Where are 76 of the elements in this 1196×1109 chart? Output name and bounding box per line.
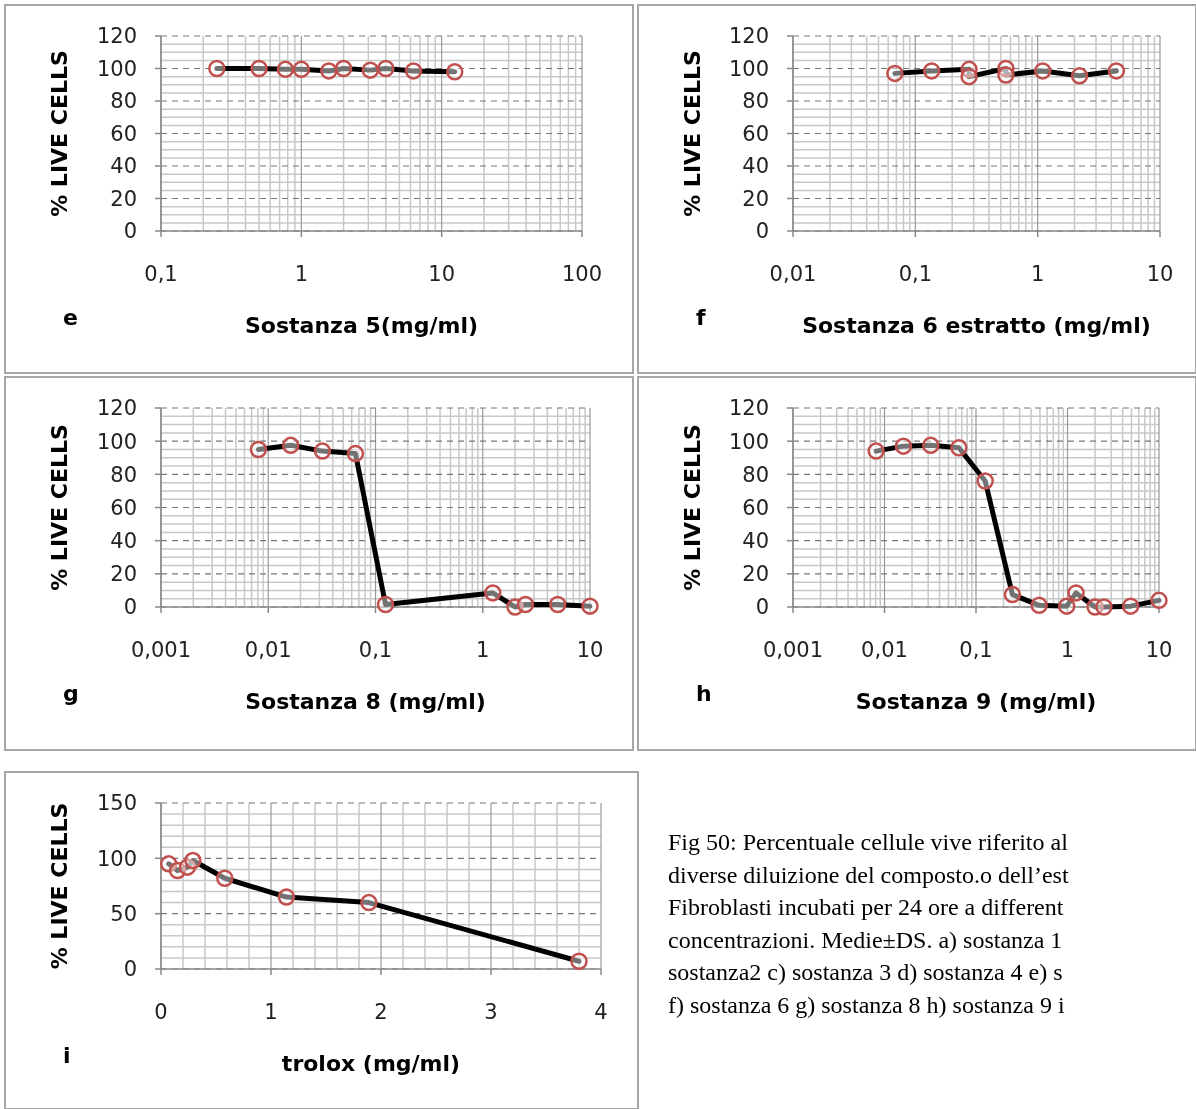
y-tick-label: 20 (110, 186, 137, 211)
y-tick-label: 20 (742, 186, 769, 211)
x-tick-label: 10 (576, 638, 604, 662)
y-tick-label: 100 (728, 56, 769, 81)
y-tick-label: 0 (123, 595, 137, 620)
y-tick-label: 100 (96, 56, 137, 81)
x-tick-label: 0 (154, 1000, 168, 1024)
text: diverse diluizione del composto.o dell’est (668, 861, 1069, 888)
x-tick-label: 0,001 (130, 638, 192, 662)
y-tick-label: 0 (123, 219, 137, 244)
x-tick-label: 0,1 (959, 638, 993, 662)
x-axis-title: Sostanza 6 estratto (mg/ml) (802, 313, 1151, 338)
x-tick-label: 0,001 (762, 638, 824, 662)
y-tick-label: 120 (96, 396, 137, 421)
x-tick-label: 100 (561, 262, 603, 286)
x-tick-label: 1 (476, 638, 490, 662)
x-tick-label: 0,1 (144, 262, 178, 286)
y-tick-label: 120 (728, 396, 769, 421)
x-axis-title: Sostanza 9 (mg/ml) (855, 689, 1097, 714)
x-tick-label: 1 (1060, 638, 1075, 662)
y-tick-label: 100 (728, 429, 769, 454)
y-tick-label: 120 (96, 24, 137, 49)
x-tick-label: 10 (428, 262, 456, 286)
y-tick-label: 40 (110, 529, 137, 554)
text: Fibroblasti incubati per 24 ore a different (668, 894, 1064, 920)
text: f (696, 305, 706, 330)
text: h (696, 681, 712, 706)
y-tick-label: 20 (742, 562, 769, 587)
y-tick-label: 40 (742, 154, 769, 179)
y-tick-label: 0 (755, 595, 769, 620)
y-tick-label: 120 (728, 24, 769, 49)
x-tick-label: 0,1 (358, 638, 393, 662)
x-tick-label: 4 (594, 1000, 608, 1024)
text: g (63, 681, 79, 706)
x-tick-label: 3 (484, 1000, 498, 1024)
text: concentrazioni. Medie±DS. a) sostanza 1 (668, 926, 1063, 953)
x-tick-label: 0,01 (244, 638, 292, 662)
y-axis-title: % LIVE CELLS (680, 424, 705, 591)
y-tick-label: 0 (755, 219, 769, 244)
y-tick-label: 80 (110, 89, 137, 114)
x-tick-label: 1 (264, 1000, 278, 1024)
x-axis-title: Sostanza 8 (mg/ml) (245, 689, 486, 714)
y-tick-label: 60 (742, 121, 769, 146)
y-tick-label: 0 (123, 957, 137, 982)
y-axis-title: % LIVE CELLS (47, 424, 72, 591)
text: sostanza2 c) sostanza 3 d) sostanza 4 e) s (668, 959, 1063, 985)
y-axis-title: % LIVE CELLS (47, 802, 72, 970)
x-axis-title: trolox (mg/ml) (281, 1051, 461, 1076)
x-axis-title: Sostanza 5(mg/ml) (245, 313, 478, 338)
y-tick-label: 100 (96, 429, 137, 454)
y-tick-label: 150 (96, 791, 137, 816)
y-tick-label: 50 (110, 902, 137, 927)
text: i (63, 1043, 71, 1068)
x-tick-label: 1 (294, 262, 309, 286)
y-tick-label: 100 (96, 846, 137, 871)
x-tick-label: 0,1 (898, 262, 933, 286)
x-tick-label: 2 (374, 1000, 388, 1024)
y-tick-label: 60 (110, 495, 137, 520)
x-tick-label: 1 (1030, 262, 1045, 286)
text: e (63, 305, 78, 330)
y-tick-label: 60 (742, 495, 769, 520)
y-tick-label: 20 (110, 562, 137, 587)
y-tick-label: 60 (110, 121, 137, 146)
y-tick-label: 40 (110, 154, 137, 179)
y-tick-label: 80 (110, 462, 137, 487)
x-tick-label: 10 (1146, 262, 1174, 286)
y-tick-label: 80 (742, 462, 769, 487)
caption: Fig 50: Percentuale cellule vive riferito al (668, 829, 1069, 855)
y-axis-title: % LIVE CELLS (47, 50, 72, 217)
x-tick-label: 0,01 (861, 638, 908, 662)
y-tick-label: 80 (742, 89, 769, 114)
x-tick-label: 10 (1145, 638, 1173, 662)
y-axis-title: % LIVE CELLS (680, 50, 705, 217)
y-tick-label: 40 (742, 529, 769, 554)
x-tick-label: 0,01 (769, 262, 817, 286)
text: f) sostanza 6 g) sostanza 8 h) sostanza 9 i (668, 991, 1065, 1018)
